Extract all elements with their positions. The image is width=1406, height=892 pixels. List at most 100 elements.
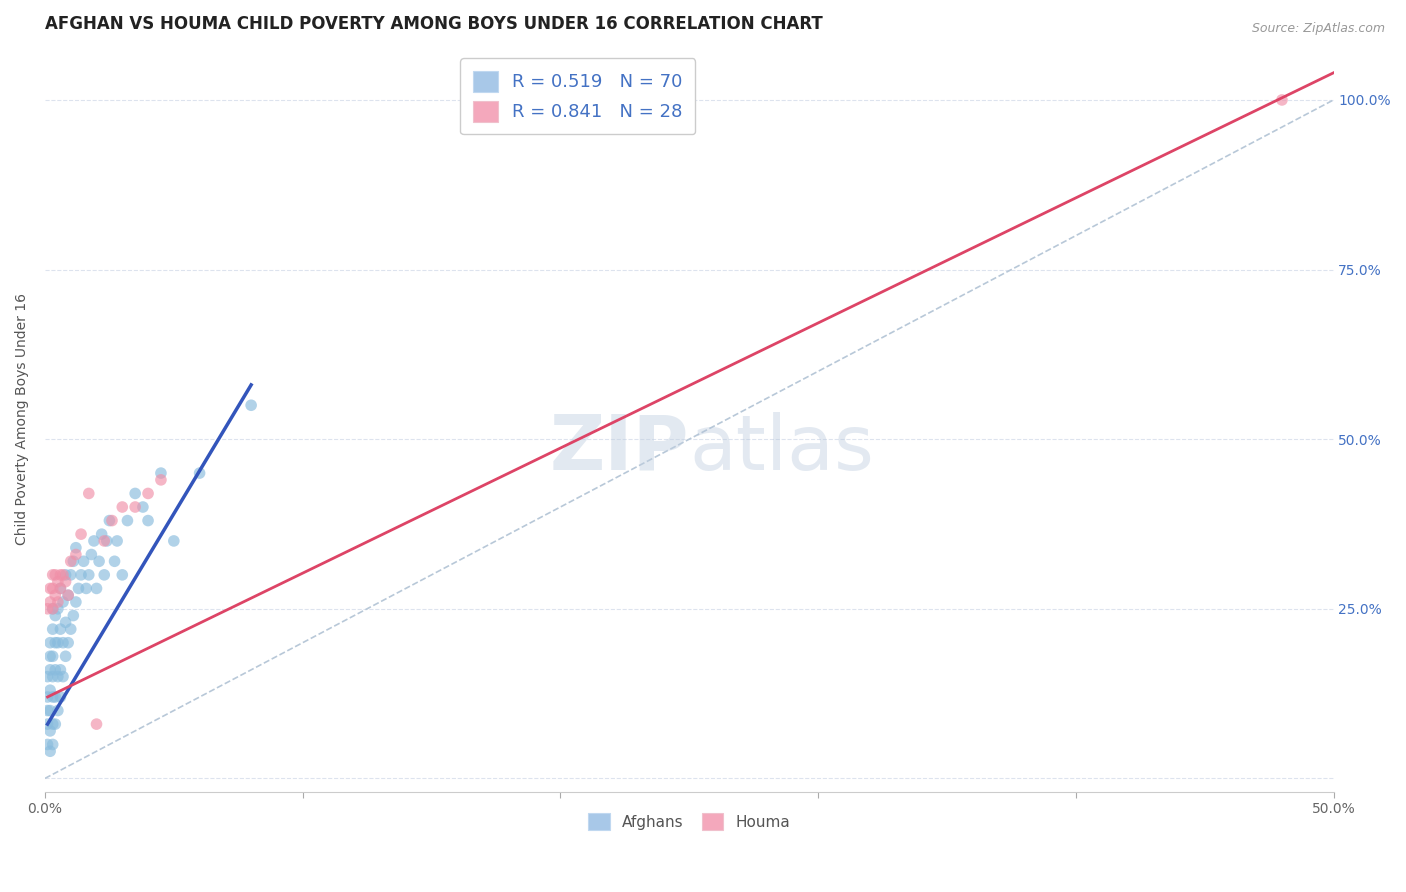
Point	[80, 548, 103, 562]
Point	[124, 500, 146, 514]
Point	[67, 582, 90, 596]
Point	[39, 663, 62, 677]
Point	[101, 514, 124, 528]
Point	[46, 601, 69, 615]
Point	[41, 601, 63, 615]
Point	[44, 690, 66, 704]
Point	[49, 582, 72, 596]
Text: AFGHAN VS HOUMA CHILD POVERTY AMONG BOYS UNDER 16 CORRELATION CHART: AFGHAN VS HOUMA CHILD POVERTY AMONG BOYS…	[45, 15, 823, 33]
Point	[39, 683, 62, 698]
Point	[87, 554, 110, 568]
Point	[46, 670, 69, 684]
Point	[41, 649, 63, 664]
Point	[240, 398, 263, 412]
Legend: Afghans, Houma: Afghans, Houma	[582, 806, 796, 837]
Point	[37, 738, 59, 752]
Y-axis label: Child Poverty Among Boys Under 16: Child Poverty Among Boys Under 16	[15, 293, 30, 545]
Point	[124, 486, 146, 500]
Point	[93, 533, 115, 548]
Text: atlas: atlas	[689, 412, 875, 485]
Point	[70, 527, 93, 541]
Point	[132, 500, 155, 514]
Point	[44, 588, 66, 602]
Point	[39, 723, 62, 738]
Point	[39, 744, 62, 758]
Point	[52, 670, 75, 684]
Point	[77, 567, 100, 582]
Point	[49, 582, 72, 596]
Point	[136, 514, 159, 528]
Point	[103, 554, 125, 568]
Point	[105, 533, 128, 548]
Point	[83, 533, 105, 548]
Point	[59, 567, 82, 582]
Point	[46, 595, 69, 609]
Point	[70, 567, 93, 582]
Point	[37, 670, 59, 684]
Point	[37, 690, 59, 704]
Point	[65, 595, 87, 609]
Point	[41, 717, 63, 731]
Point	[49, 663, 72, 677]
Point	[56, 588, 79, 602]
Point	[49, 690, 72, 704]
Point	[52, 595, 75, 609]
Point	[41, 690, 63, 704]
Point	[93, 567, 115, 582]
Point	[55, 567, 77, 582]
Point	[37, 717, 59, 731]
Point	[44, 663, 66, 677]
Point	[46, 636, 69, 650]
Point	[136, 486, 159, 500]
Point	[39, 582, 62, 596]
Point	[39, 595, 62, 609]
Point	[1271, 93, 1294, 107]
Point	[98, 514, 121, 528]
Point	[46, 704, 69, 718]
Point	[44, 608, 66, 623]
Text: ZIP: ZIP	[550, 412, 689, 485]
Point	[111, 567, 134, 582]
Point	[44, 717, 66, 731]
Text: Source: ZipAtlas.com: Source: ZipAtlas.com	[1251, 22, 1385, 36]
Point	[90, 527, 112, 541]
Point	[44, 567, 66, 582]
Point	[39, 704, 62, 718]
Point	[75, 582, 97, 596]
Point	[550, 113, 572, 128]
Point	[188, 466, 211, 480]
Point	[62, 608, 84, 623]
Point	[49, 622, 72, 636]
Point	[65, 548, 87, 562]
Point	[59, 554, 82, 568]
Point	[96, 533, 118, 548]
Point	[46, 574, 69, 589]
Point	[163, 533, 186, 548]
Point	[56, 588, 79, 602]
Point	[41, 670, 63, 684]
Point	[49, 567, 72, 582]
Point	[55, 649, 77, 664]
Point	[52, 567, 75, 582]
Point	[41, 738, 63, 752]
Point	[117, 514, 139, 528]
Point	[37, 704, 59, 718]
Point	[72, 554, 94, 568]
Point	[41, 601, 63, 615]
Point	[52, 636, 75, 650]
Point	[56, 636, 79, 650]
Point	[41, 567, 63, 582]
Point	[62, 554, 84, 568]
Point	[55, 574, 77, 589]
Point	[39, 649, 62, 664]
Point	[44, 636, 66, 650]
Point	[77, 486, 100, 500]
Point	[41, 622, 63, 636]
Point	[55, 615, 77, 630]
Point	[65, 541, 87, 555]
Point	[37, 601, 59, 615]
Point	[41, 582, 63, 596]
Point	[59, 622, 82, 636]
Point	[149, 473, 172, 487]
Point	[111, 500, 134, 514]
